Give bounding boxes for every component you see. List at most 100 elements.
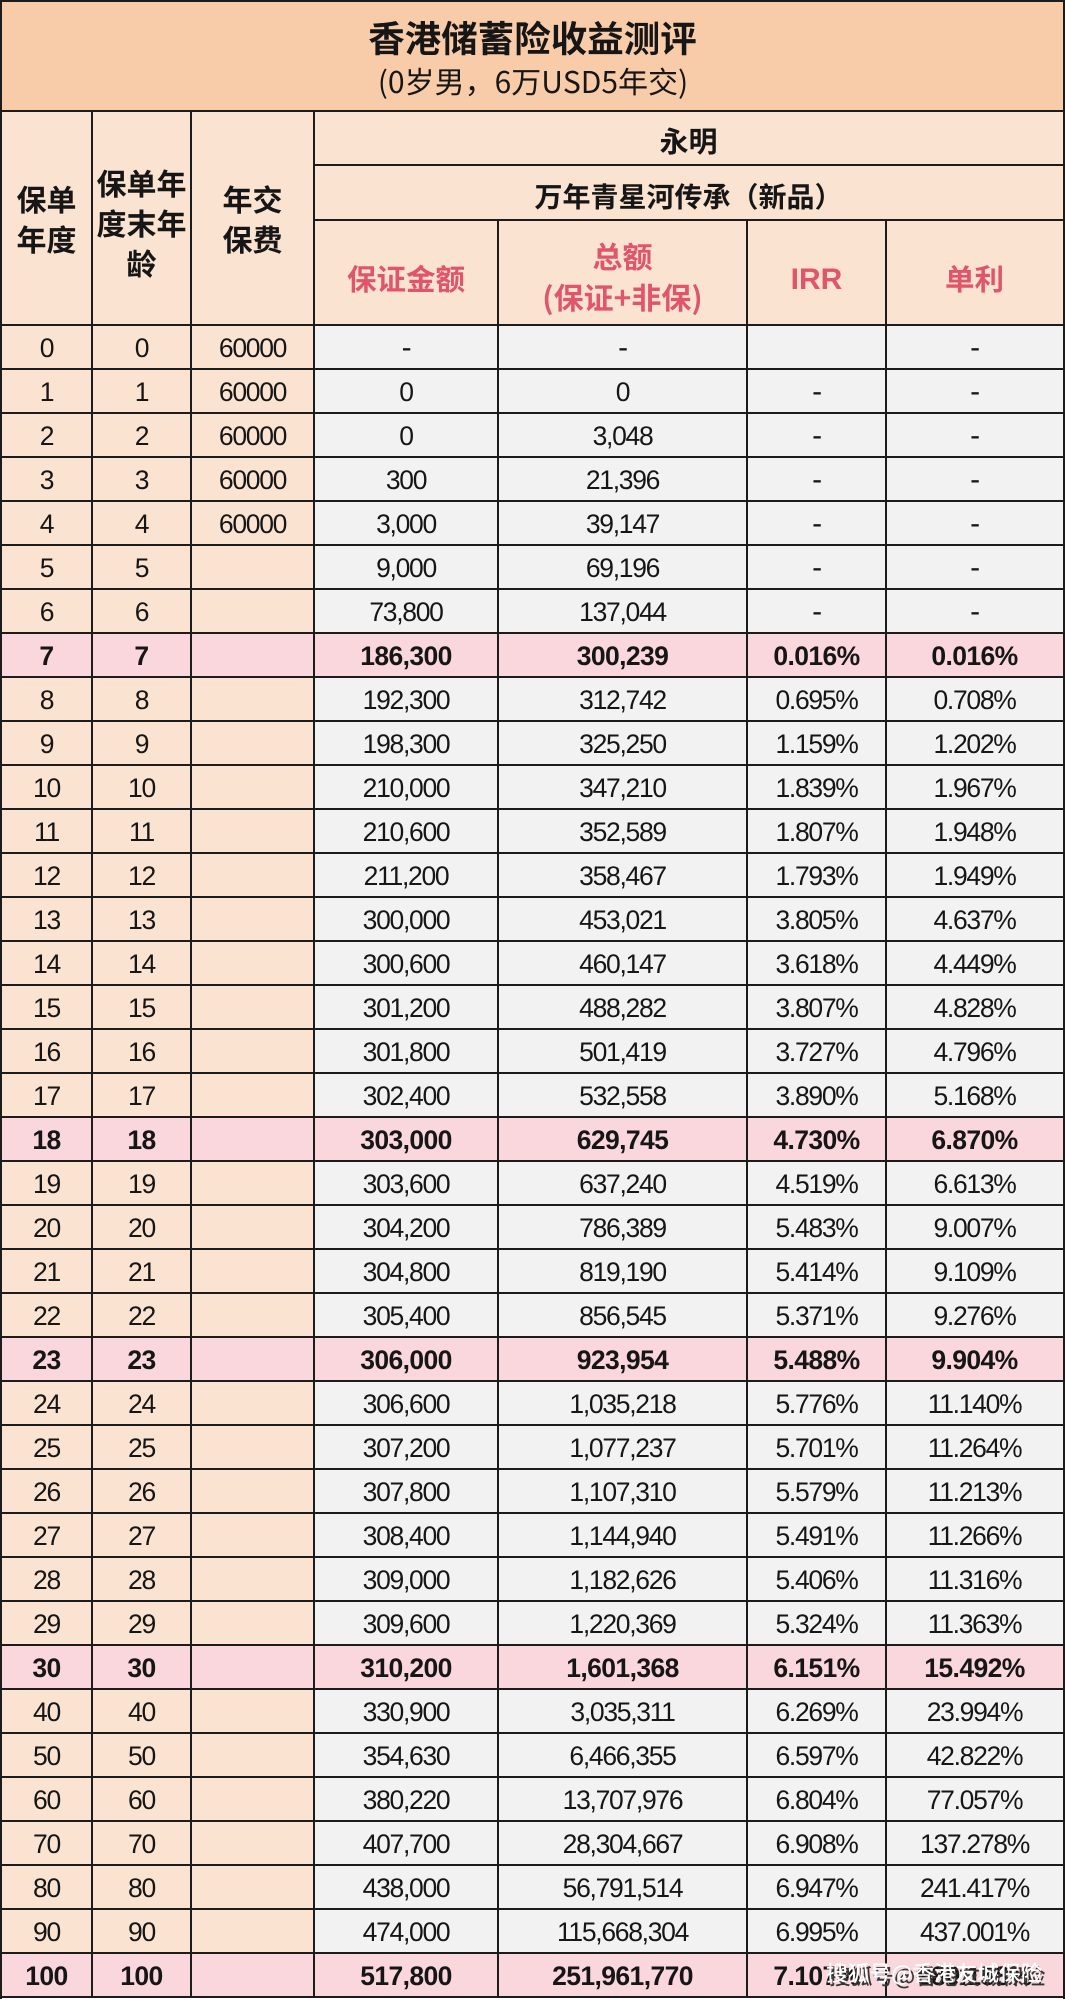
svg-text:9.007%: 9.007% <box>933 1213 1016 1243</box>
svg-text:3.890%: 3.890% <box>775 1081 858 1111</box>
svg-text:312,742: 312,742 <box>579 685 666 715</box>
svg-text:26: 26 <box>128 1477 155 1507</box>
svg-text:8: 8 <box>40 685 54 715</box>
svg-text:380,220: 380,220 <box>363 1785 450 1815</box>
svg-text:12: 12 <box>33 861 60 891</box>
svg-text:474,000: 474,000 <box>363 1917 450 1947</box>
svg-text:3: 3 <box>40 465 54 495</box>
svg-text:20: 20 <box>128 1213 155 1243</box>
svg-text:16: 16 <box>128 1037 155 1067</box>
svg-text:1,182,626: 1,182,626 <box>569 1565 676 1595</box>
svg-text:17: 17 <box>33 1081 60 1111</box>
svg-text:5.776%: 5.776% <box>775 1389 858 1419</box>
svg-text:4.519%: 4.519% <box>775 1169 858 1199</box>
svg-text:60000: 60000 <box>219 465 287 495</box>
svg-text:1,035,218: 1,035,218 <box>569 1389 676 1419</box>
svg-text:-: - <box>812 551 821 584</box>
svg-text:1.202%: 1.202% <box>933 729 1016 759</box>
svg-text:1.793%: 1.793% <box>775 861 858 891</box>
svg-text:50: 50 <box>33 1741 60 1771</box>
svg-text:25: 25 <box>128 1433 155 1463</box>
svg-text:302,400: 302,400 <box>363 1081 450 1111</box>
svg-text:29: 29 <box>128 1609 155 1639</box>
svg-text:6.995%: 6.995% <box>775 1917 858 1947</box>
svg-text:438,000: 438,000 <box>363 1873 450 1903</box>
svg-text:22: 22 <box>33 1301 60 1331</box>
svg-text:330,900: 330,900 <box>363 1697 450 1727</box>
svg-text:9.276%: 9.276% <box>933 1301 1016 1331</box>
svg-text:21,396: 21,396 <box>586 465 660 495</box>
svg-text:-: - <box>970 595 979 628</box>
svg-text:301,200: 301,200 <box>363 993 450 1023</box>
svg-text:9: 9 <box>135 729 149 759</box>
svg-text:27: 27 <box>33 1521 60 1551</box>
svg-text:60000: 60000 <box>219 333 287 363</box>
svg-text:0: 0 <box>40 333 54 363</box>
svg-text:-: - <box>812 463 821 496</box>
svg-text:437.001%: 437.001% <box>920 1917 1030 1947</box>
svg-text:300,600: 300,600 <box>363 949 450 979</box>
svg-text:307,200: 307,200 <box>363 1433 450 1463</box>
svg-text:5.414%: 5.414% <box>775 1257 858 1287</box>
svg-text:3.807%: 3.807% <box>775 993 858 1023</box>
svg-text:1.948%: 1.948% <box>933 817 1016 847</box>
svg-text:56,791,514: 56,791,514 <box>563 1873 683 1903</box>
svg-text:300,000: 300,000 <box>363 905 450 935</box>
svg-text:137.278%: 137.278% <box>920 1829 1030 1859</box>
svg-text:19: 19 <box>33 1169 60 1199</box>
svg-text:100: 100 <box>120 1961 162 1991</box>
svg-text:1,144,940: 1,144,940 <box>569 1521 676 1551</box>
svg-text:629,745: 629,745 <box>577 1125 669 1155</box>
svg-text:5.324%: 5.324% <box>775 1609 858 1639</box>
svg-text:517,800: 517,800 <box>360 1961 452 1991</box>
svg-text:6.908%: 6.908% <box>775 1829 858 1859</box>
svg-text:1.949%: 1.949% <box>933 861 1016 891</box>
svg-text:115,668,304: 115,668,304 <box>557 1917 689 1947</box>
svg-text:301,800: 301,800 <box>363 1037 450 1067</box>
svg-text:192,300: 192,300 <box>363 685 450 715</box>
svg-text:856,545: 856,545 <box>579 1301 666 1331</box>
svg-text:6.804%: 6.804% <box>775 1785 858 1815</box>
svg-text:-: - <box>970 551 979 584</box>
svg-text:7: 7 <box>39 641 53 671</box>
svg-text:70: 70 <box>128 1829 155 1859</box>
svg-text:1,220,369: 1,220,369 <box>569 1609 676 1639</box>
svg-text:28: 28 <box>33 1565 60 1595</box>
svg-text:532,558: 532,558 <box>579 1081 666 1111</box>
svg-text:306,000: 306,000 <box>360 1345 452 1375</box>
svg-text:11.266%: 11.266% <box>928 1521 1022 1551</box>
svg-text:100: 100 <box>25 1961 67 1991</box>
svg-text:5: 5 <box>135 553 149 583</box>
svg-text:308,400: 308,400 <box>363 1521 450 1551</box>
svg-text:39,147: 39,147 <box>586 509 660 539</box>
svg-text:27: 27 <box>128 1521 155 1551</box>
svg-text:23.994%: 23.994% <box>927 1697 1023 1727</box>
svg-text:50: 50 <box>128 1741 155 1771</box>
svg-text:14: 14 <box>128 949 155 979</box>
svg-text:6.151%: 6.151% <box>773 1653 859 1683</box>
svg-text:-: - <box>970 507 979 540</box>
svg-text:1.807%: 1.807% <box>775 817 858 847</box>
svg-text:0: 0 <box>135 333 149 363</box>
svg-text:0.016%: 0.016% <box>931 641 1017 671</box>
svg-text:5.701%: 5.701% <box>775 1433 858 1463</box>
svg-text:5.406%: 5.406% <box>775 1565 858 1595</box>
svg-text:1,107,310: 1,107,310 <box>569 1477 676 1507</box>
svg-text:25: 25 <box>33 1433 60 1463</box>
svg-text:-: - <box>970 463 979 496</box>
svg-text:501,419: 501,419 <box>579 1037 666 1067</box>
svg-text:60000: 60000 <box>219 377 287 407</box>
svg-text:307,800: 307,800 <box>363 1477 450 1507</box>
svg-text:-: - <box>812 375 821 408</box>
svg-text:11.264%: 11.264% <box>928 1433 1022 1463</box>
svg-text:1: 1 <box>40 377 54 407</box>
svg-text:6.870%: 6.870% <box>931 1125 1017 1155</box>
svg-text:5.371%: 5.371% <box>775 1301 858 1331</box>
svg-text:210,600: 210,600 <box>363 817 450 847</box>
svg-text:-: - <box>618 331 627 364</box>
svg-text:354,630: 354,630 <box>363 1741 450 1771</box>
svg-text:352,589: 352,589 <box>579 817 666 847</box>
svg-text:40: 40 <box>33 1697 60 1727</box>
svg-text:3: 3 <box>135 465 149 495</box>
svg-text:1.159%: 1.159% <box>775 729 858 759</box>
